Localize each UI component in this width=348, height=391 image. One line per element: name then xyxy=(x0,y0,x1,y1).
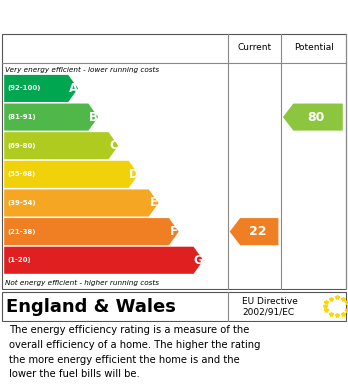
Text: D: D xyxy=(129,168,139,181)
Text: Not energy efficient - higher running costs: Not energy efficient - higher running co… xyxy=(5,280,159,286)
Text: 80: 80 xyxy=(308,111,325,124)
Polygon shape xyxy=(4,132,118,159)
Text: Potential: Potential xyxy=(294,43,334,52)
Text: B: B xyxy=(89,111,98,124)
Text: England & Wales: England & Wales xyxy=(6,298,176,316)
Text: 22: 22 xyxy=(249,225,266,238)
Polygon shape xyxy=(4,190,159,217)
Text: The energy efficiency rating is a measure of the
overall efficiency of a home. T: The energy efficiency rating is a measur… xyxy=(9,325,260,380)
Text: G: G xyxy=(193,254,203,267)
Text: Very energy efficient - lower running costs: Very energy efficient - lower running co… xyxy=(5,67,159,74)
Polygon shape xyxy=(4,161,139,188)
Text: F: F xyxy=(170,225,178,238)
Text: (1-20): (1-20) xyxy=(8,257,31,263)
Polygon shape xyxy=(4,247,203,274)
Polygon shape xyxy=(283,104,343,131)
Text: EU Directive: EU Directive xyxy=(242,297,298,307)
Polygon shape xyxy=(4,218,179,245)
Text: (81-91): (81-91) xyxy=(8,114,36,120)
Polygon shape xyxy=(4,75,78,102)
Text: (55-68): (55-68) xyxy=(8,171,36,178)
Polygon shape xyxy=(230,218,278,245)
Text: (69-80): (69-80) xyxy=(8,143,36,149)
Polygon shape xyxy=(4,104,98,131)
Text: (39-54): (39-54) xyxy=(8,200,36,206)
Text: Energy Efficiency Rating: Energy Efficiency Rating xyxy=(7,9,228,23)
Text: 2002/91/EC: 2002/91/EC xyxy=(242,308,294,317)
Text: Current: Current xyxy=(237,43,272,52)
Text: (92-100): (92-100) xyxy=(8,86,41,91)
Text: A: A xyxy=(69,82,78,95)
Text: (21-38): (21-38) xyxy=(8,229,36,235)
Text: E: E xyxy=(150,197,158,210)
Text: C: C xyxy=(109,139,118,152)
